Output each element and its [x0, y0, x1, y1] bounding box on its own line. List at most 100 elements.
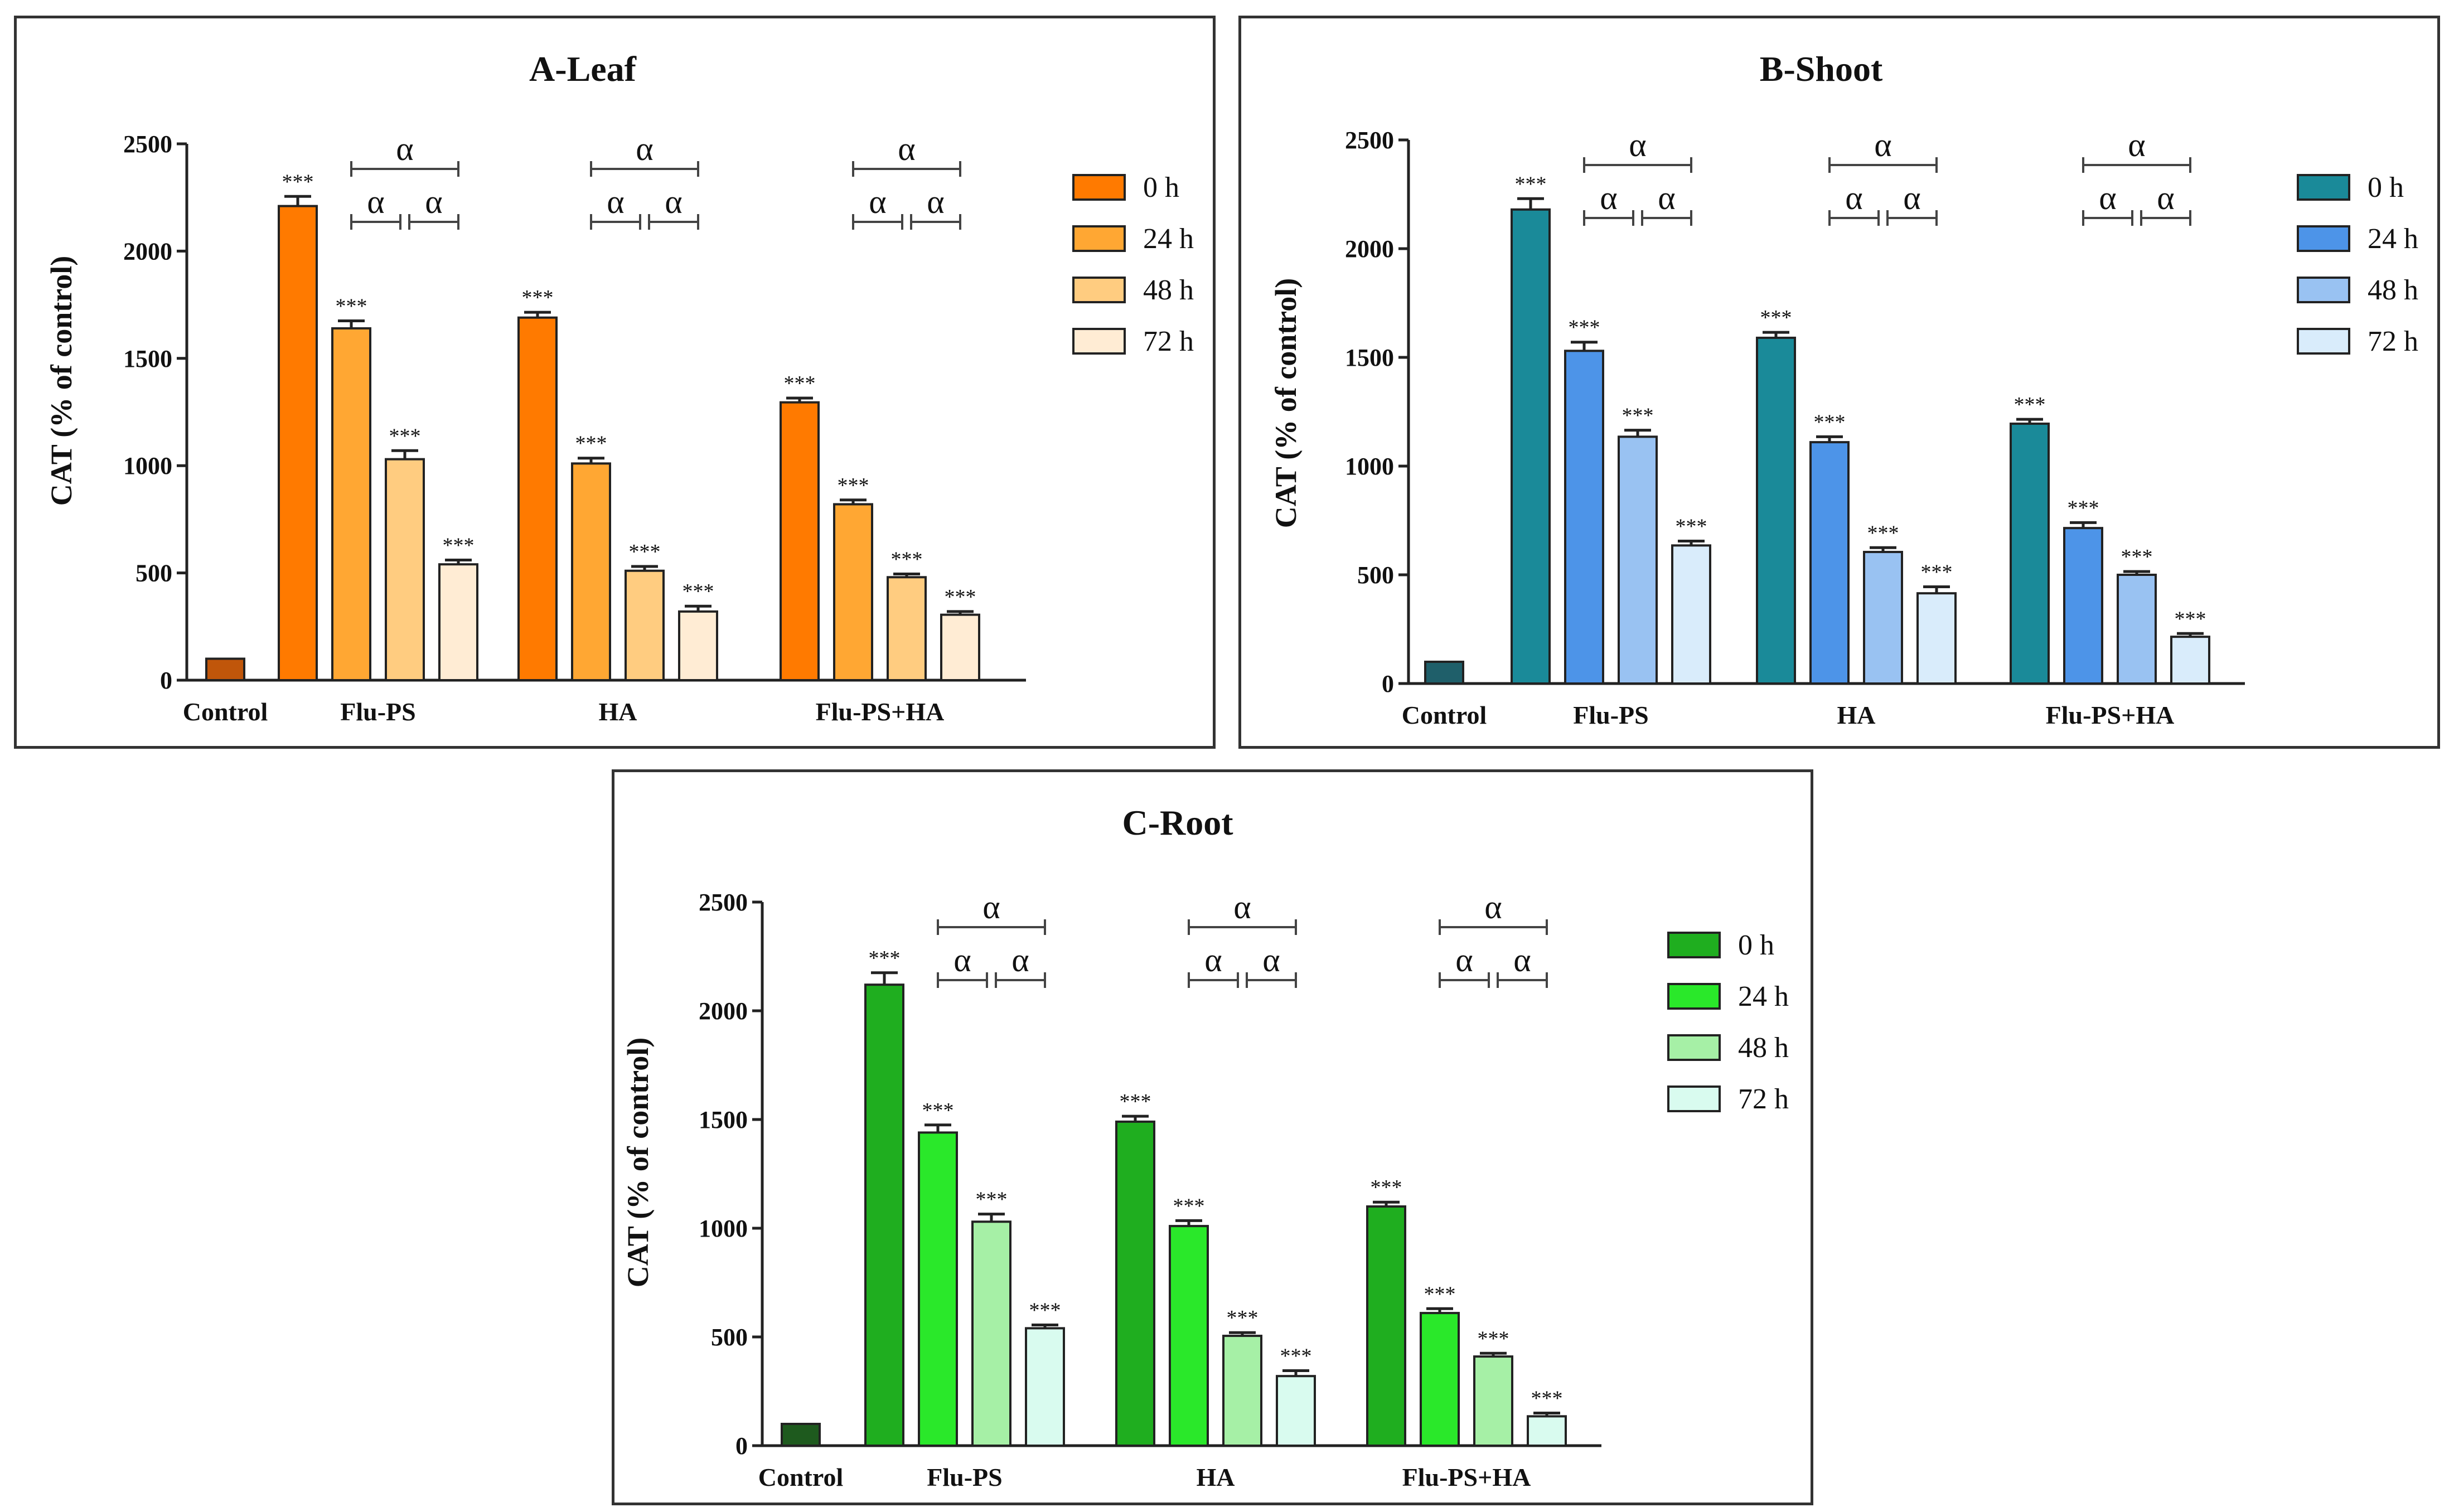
significance-label: ***: [629, 540, 661, 564]
significance-label: ***: [389, 424, 421, 448]
y-tick-label: 1500: [123, 345, 172, 372]
x-category-label: Control: [1402, 701, 1487, 729]
legend-label: 72 h: [2368, 326, 2418, 357]
significance-label: ***: [1921, 560, 1953, 584]
bar: [1916, 592, 1957, 685]
bracket-alpha-label: α: [2157, 180, 2174, 216]
legend-label: 48 h: [1143, 274, 1194, 306]
bar: [678, 610, 718, 682]
y-tick-label: 500: [711, 1324, 748, 1351]
legend-label: 24 h: [1738, 981, 1789, 1012]
bar: [385, 458, 425, 681]
bar: [1809, 441, 1850, 685]
bar: [2170, 636, 2210, 685]
bar: [1473, 1355, 1513, 1447]
bar: [517, 316, 558, 681]
legend-swatch: [1667, 932, 1721, 958]
bracket-alpha-label: α: [1600, 180, 1617, 216]
significance-label: ***: [1478, 1327, 1509, 1350]
bracket-alpha-label: α: [927, 183, 944, 220]
chart-panel-leaf: A-Leaf CAT (% of control) 0 500 1000 1500 20…: [14, 16, 1216, 749]
legend-swatch: [1072, 174, 1126, 201]
y-tick-label: 500: [1357, 561, 1394, 589]
bracket-alpha-label: α: [898, 130, 915, 167]
significance-label: ***: [1280, 1344, 1312, 1368]
legend-swatch: [2297, 328, 2350, 355]
significance-label: ***: [1867, 521, 1899, 545]
bar-control: [205, 657, 245, 682]
bar: [1564, 350, 1604, 685]
significance-label: ***: [1531, 1387, 1563, 1411]
bracket-alpha-label: α: [869, 183, 886, 220]
significance-label: ***: [2175, 607, 2206, 631]
bar: [864, 983, 904, 1447]
significance-label: ***: [1814, 410, 1846, 434]
bar: [971, 1220, 1011, 1447]
bar-control: [781, 1423, 821, 1447]
y-tick-label: 1500: [699, 1106, 748, 1133]
legend-swatch: [1667, 1085, 1721, 1112]
y-axis-label: CAT (% of control): [45, 256, 78, 506]
y-tick-label: 2500: [123, 130, 172, 158]
leaf-chart-svg: A-Leaf CAT (% of control) 0 500 1000 1500 20…: [45, 49, 1194, 726]
significance-label: ***: [1424, 1282, 1456, 1306]
y-axis-label: CAT (% of control): [621, 1038, 655, 1287]
bracket-alpha-label: α: [1903, 180, 1920, 216]
y-tick-label: 2000: [699, 997, 748, 1025]
legend-swatch: [1667, 1034, 1721, 1061]
chart-title: A-Leaf: [529, 49, 637, 89]
bar: [1169, 1225, 1209, 1447]
significance-label: ***: [1371, 1176, 1402, 1199]
bar: [918, 1131, 958, 1447]
bar: [1756, 336, 1796, 685]
legend-label: 0 h: [1738, 929, 1774, 961]
bracket-alpha-label: α: [1204, 942, 1222, 978]
bracket-alpha-label: α: [367, 183, 384, 220]
bracket-alpha-label: α: [2099, 180, 2116, 216]
bar: [833, 503, 873, 681]
significance-label: ***: [2068, 496, 2099, 520]
y-tick-label: 0: [160, 667, 172, 694]
bar: [1527, 1415, 1567, 1447]
bracket-alpha-label: α: [636, 130, 653, 167]
significance-label: ***: [1227, 1306, 1259, 1330]
bracket-alpha-label: α: [953, 942, 971, 978]
bar: [1025, 1327, 1065, 1447]
bar: [2117, 574, 2157, 685]
x-category-label: Flu-PS: [340, 697, 415, 726]
significance-label: ***: [1029, 1299, 1061, 1322]
significance-label: ***: [1515, 172, 1547, 196]
chart-panel-shoot: B-Shoot CAT (% of control) 0 500 1000 1500 2…: [1238, 16, 2440, 749]
y-tick-label: 2500: [699, 889, 748, 916]
significance-label: ***: [838, 474, 869, 497]
significance-label: ***: [683, 580, 714, 603]
significance-label: ***: [1676, 515, 1707, 539]
x-category-label: Flu-PS+HA: [1402, 1463, 1531, 1491]
legend-swatch: [1667, 983, 1721, 1010]
bracket-alpha-label: α: [607, 183, 624, 220]
legend-label: 48 h: [1738, 1032, 1789, 1064]
bar: [1115, 1120, 1155, 1447]
bar: [780, 401, 820, 682]
bar: [1863, 551, 1903, 685]
bracket-alpha-label: α: [1658, 180, 1675, 216]
significance-label: ***: [945, 585, 976, 609]
bracket-alpha-label: α: [1233, 889, 1251, 925]
bar: [887, 576, 927, 682]
legend-swatch: [1072, 277, 1126, 303]
significance-label: ***: [976, 1188, 1008, 1211]
x-category-label: Flu-PS+HA: [816, 697, 945, 726]
x-category-label: Flu-PS: [927, 1463, 1002, 1491]
y-tick-label: 0: [1382, 670, 1394, 697]
root-chart-svg: C-Root CAT (% of control) 0 500 1000 1500 20…: [621, 803, 1789, 1491]
x-category-label: HA: [1837, 701, 1876, 729]
shoot-chart-svg: B-Shoot CAT (% of control) 0 500 1000 1500 2…: [1269, 49, 2418, 729]
bar: [1366, 1205, 1406, 1447]
bracket-alpha-label: α: [1513, 942, 1531, 978]
y-tick-label: 2000: [1345, 235, 1394, 263]
legend-swatch: [2297, 277, 2350, 303]
bar: [1420, 1312, 1460, 1447]
bracket-alpha-label: α: [1629, 127, 1646, 163]
x-category-label: HA: [599, 697, 637, 726]
legend-label: 24 h: [1143, 223, 1194, 255]
